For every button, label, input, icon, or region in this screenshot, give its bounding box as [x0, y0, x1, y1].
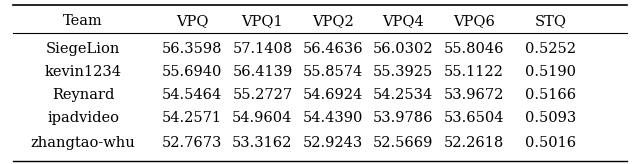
Text: 55.3925: 55.3925 — [373, 65, 433, 79]
Text: 53.3162: 53.3162 — [232, 136, 292, 150]
Text: 55.8574: 55.8574 — [303, 65, 363, 79]
Text: 54.4390: 54.4390 — [303, 111, 363, 125]
Text: 55.1122: 55.1122 — [444, 65, 504, 79]
Text: 0.5252: 0.5252 — [525, 42, 576, 56]
Text: 53.9786: 53.9786 — [373, 111, 433, 125]
Text: VPQ: VPQ — [176, 14, 208, 28]
Text: 57.1408: 57.1408 — [232, 42, 292, 56]
Text: 53.6504: 53.6504 — [444, 111, 504, 125]
Text: 54.5464: 54.5464 — [162, 88, 222, 102]
Text: VPQ1: VPQ1 — [241, 14, 284, 28]
Text: 54.2534: 54.2534 — [373, 88, 433, 102]
Text: kevin1234: kevin1234 — [45, 65, 122, 79]
Text: zhangtao-whu: zhangtao-whu — [31, 136, 136, 150]
Text: 55.8046: 55.8046 — [444, 42, 504, 56]
Text: Reynard: Reynard — [52, 88, 115, 102]
Text: 56.4636: 56.4636 — [303, 42, 363, 56]
Text: 56.0302: 56.0302 — [373, 42, 433, 56]
Text: 54.9604: 54.9604 — [232, 111, 292, 125]
Text: 56.3598: 56.3598 — [162, 42, 222, 56]
Text: 53.9672: 53.9672 — [444, 88, 504, 102]
Text: 0.5093: 0.5093 — [525, 111, 576, 125]
Text: 52.2618: 52.2618 — [444, 136, 504, 150]
Text: 0.5190: 0.5190 — [525, 65, 576, 79]
Text: VPQ4: VPQ4 — [382, 14, 424, 28]
Text: 56.4139: 56.4139 — [232, 65, 292, 79]
Text: VPQ2: VPQ2 — [312, 14, 354, 28]
Text: 54.2571: 54.2571 — [162, 111, 222, 125]
Text: 0.5166: 0.5166 — [525, 88, 576, 102]
Text: 52.7673: 52.7673 — [162, 136, 222, 150]
Text: 55.6940: 55.6940 — [162, 65, 222, 79]
Text: 52.9243: 52.9243 — [303, 136, 363, 150]
Text: 55.2727: 55.2727 — [232, 88, 292, 102]
Text: STQ: STQ — [534, 14, 566, 28]
Text: 0.5016: 0.5016 — [525, 136, 576, 150]
Text: ipadvideo: ipadvideo — [47, 111, 119, 125]
Text: SiegeLion: SiegeLion — [46, 42, 120, 56]
Text: VPQ6: VPQ6 — [452, 14, 495, 28]
Text: 54.6924: 54.6924 — [303, 88, 363, 102]
Text: Team: Team — [63, 14, 103, 28]
Text: 52.5669: 52.5669 — [373, 136, 433, 150]
